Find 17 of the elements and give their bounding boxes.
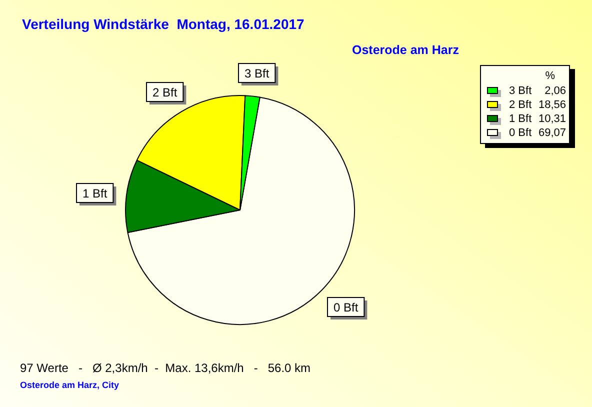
legend-label: 1 Bft (509, 112, 532, 126)
slice-label: 0 Bft (334, 300, 359, 314)
chart-subtitle: Osterode am Harz (352, 42, 459, 58)
slice-label: 2 Bft (152, 85, 178, 100)
slice-label: 1 Bft (82, 186, 108, 200)
data-label: 10,31 (538, 112, 566, 126)
text: 97 Werte - Ø 2,3km/h - Max. 13,6km/h - 56.0 km (20, 361, 311, 376)
legend-title: % (545, 70, 555, 83)
data-label: 69,07 (538, 126, 566, 140)
legend-label: 2 Bft (509, 98, 532, 112)
slice-label: 3 Bft (244, 66, 270, 80)
legend-label: 3 Bft (509, 84, 532, 98)
data-label: 18,56 (538, 98, 566, 112)
legend-label: 0 Bft (509, 126, 532, 140)
chart-title: Verteilung Windstärke Montag, 16.01.2017 (22, 16, 304, 33)
data-label: 2,06 (544, 84, 566, 98)
text: Osterode am Harz, City (20, 380, 120, 391)
